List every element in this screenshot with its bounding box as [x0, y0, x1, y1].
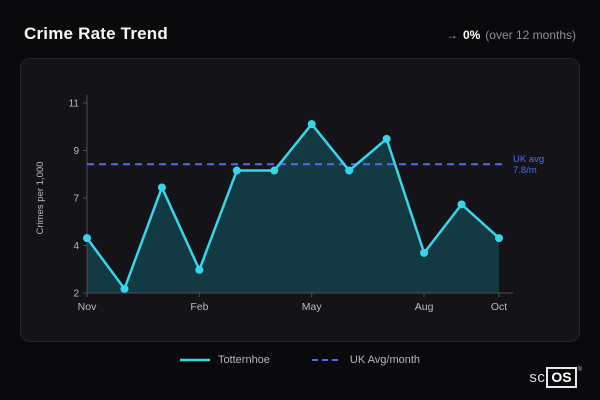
data-point — [382, 134, 391, 143]
x-tick-label: Feb — [190, 301, 208, 313]
avg-dashed-line-icon — [311, 359, 342, 361]
chart-legend: Totternhoe UK Avg/month — [0, 354, 600, 366]
header: Crime Rate Trend → 0% (over 12 months) — [0, 0, 600, 58]
trend-arrow-icon: → — [445, 28, 458, 42]
y-tick-label: 2 — [73, 289, 79, 300]
logo-prefix: sc — [529, 369, 546, 386]
registered-mark-icon: ® — [577, 367, 582, 373]
avg-label-1: UK avg — [513, 154, 544, 165]
legend-series-label: Totternhoe — [217, 354, 270, 366]
data-point — [307, 120, 316, 129]
data-point — [195, 265, 204, 274]
y-tick-label: 11 — [69, 99, 80, 110]
trend-value: 0% — [462, 28, 481, 42]
logo-box: OS — [546, 367, 577, 388]
scos-logo: sc OS ® — [529, 367, 582, 388]
page-title: Crime Rate Trend — [24, 24, 168, 43]
chart-card: 2 4 7 9 11 Nov Feb May Aug Oct Crimes per 1,000 UK … — [20, 58, 580, 342]
data-point — [232, 166, 241, 175]
trend-caption: (over 12 months) — [485, 28, 576, 42]
data-point — [270, 166, 279, 175]
data-point — [345, 166, 354, 175]
y-axis-label: Crimes per 1,000 — [35, 162, 46, 235]
y-tick-label: 4 — [73, 241, 79, 252]
trend-summary: → 0% (over 12 months) — [446, 28, 576, 42]
legend-avg-label: UK Avg/month — [349, 354, 421, 366]
x-tick-label: May — [302, 301, 323, 313]
x-tick-label: Aug — [415, 301, 434, 313]
y-tick-label: 9 — [73, 146, 79, 157]
x-tick-label: Nov — [78, 301, 97, 313]
data-point — [83, 234, 91, 243]
series-area — [87, 124, 499, 293]
legend-item-avg: UK Avg/month — [311, 354, 421, 366]
series-line — [85, 122, 501, 291]
data-point — [457, 200, 466, 209]
series-line-icon — [179, 358, 210, 362]
data-point — [120, 284, 129, 293]
legend-item-series: Totternhoe — [179, 354, 270, 366]
y-tick-label: 7 — [73, 194, 79, 205]
data-point — [420, 248, 429, 257]
data-point — [157, 183, 166, 192]
data-point — [495, 234, 503, 243]
trend-chart: 2 4 7 9 11 Nov Feb May Aug Oct Crimes per 1,000 UK … — [35, 95, 544, 313]
avg-label-2: 7.8/m — [513, 165, 537, 176]
x-tick-label: Oct — [491, 301, 507, 313]
